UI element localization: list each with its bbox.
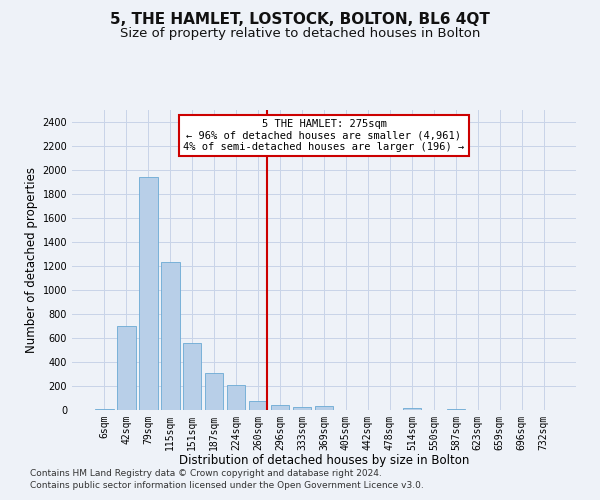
Bar — [183, 343, 202, 410]
Bar — [446, 409, 465, 410]
Bar — [161, 262, 179, 410]
Y-axis label: Number of detached properties: Number of detached properties — [25, 167, 38, 353]
Bar — [271, 405, 289, 410]
Bar — [249, 401, 268, 410]
Bar — [139, 177, 158, 410]
Text: Contains HM Land Registry data © Crown copyright and database right 2024.: Contains HM Land Registry data © Crown c… — [30, 468, 382, 477]
Text: Contains public sector information licensed under the Open Government Licence v3: Contains public sector information licen… — [30, 481, 424, 490]
Bar — [227, 386, 245, 410]
Bar — [117, 326, 136, 410]
Bar — [314, 406, 334, 410]
Text: 5, THE HAMLET, LOSTOCK, BOLTON, BL6 4QT: 5, THE HAMLET, LOSTOCK, BOLTON, BL6 4QT — [110, 12, 490, 28]
Bar — [403, 408, 421, 410]
Text: Size of property relative to detached houses in Bolton: Size of property relative to detached ho… — [120, 28, 480, 40]
Text: 5 THE HAMLET: 275sqm
← 96% of detached houses are smaller (4,961)
4% of semi-det: 5 THE HAMLET: 275sqm ← 96% of detached h… — [184, 119, 464, 152]
X-axis label: Distribution of detached houses by size in Bolton: Distribution of detached houses by size … — [179, 454, 469, 468]
Bar — [95, 409, 113, 410]
Bar — [205, 374, 223, 410]
Bar — [293, 407, 311, 410]
